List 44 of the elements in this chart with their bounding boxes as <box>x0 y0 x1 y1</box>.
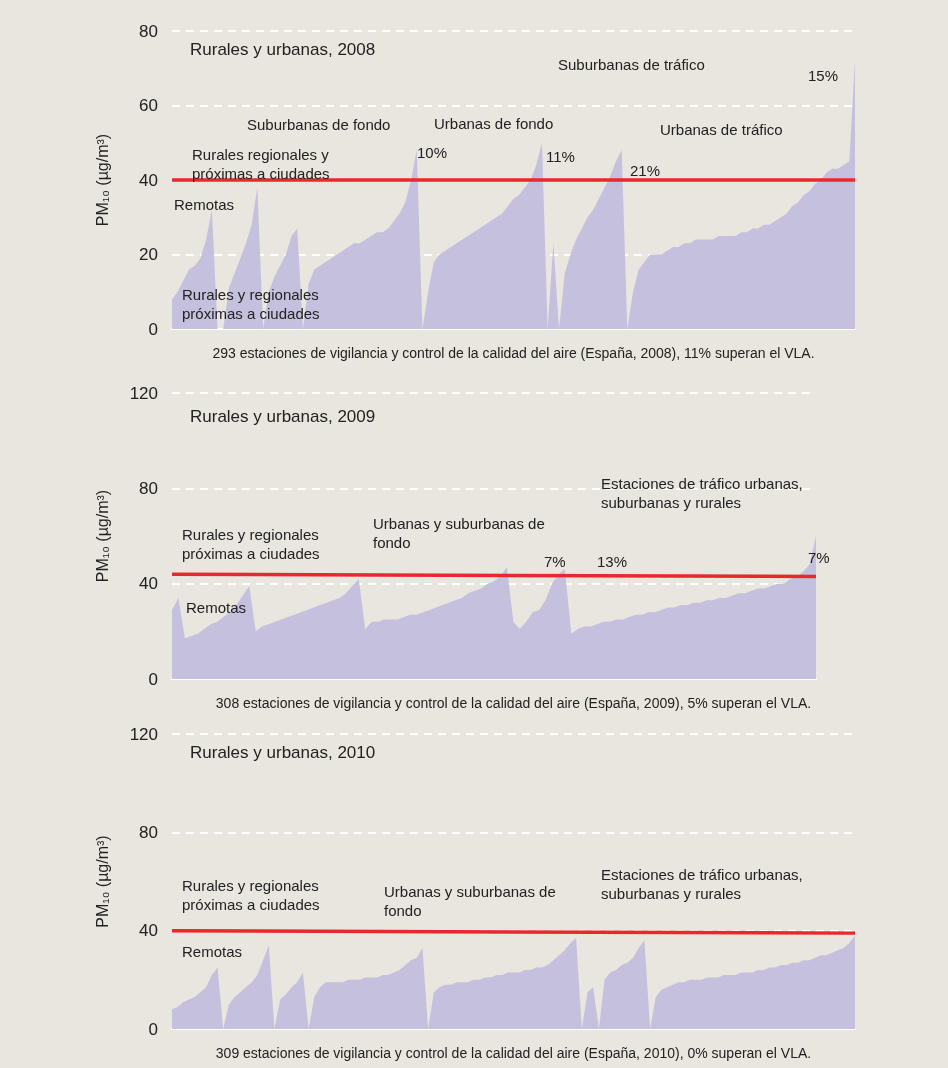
y-tick-label: 0 <box>148 319 158 339</box>
annotation: 15% <box>808 67 839 84</box>
annotation: Rurales y regionales próximas a ciudades <box>182 286 323 322</box>
y-axis-title: PM₁₀ (µg/m³) <box>93 133 111 227</box>
y-tick-label: 0 <box>148 1019 158 1039</box>
annotation: 11% <box>546 148 575 165</box>
y-tick-label: 40 <box>139 170 158 190</box>
annotation: Rurales regionales y próximas a ciudades <box>192 146 333 182</box>
annotation: Rurales y regionales próximas a ciudades <box>182 526 323 562</box>
y-axis-title: PM₁₀ (µg/m³) <box>93 835 111 928</box>
annotation: Estaciones de tráfico urbanas, suburbanas y rurales <box>601 866 807 902</box>
annotation: Rurales y regionales próximas a ciudades <box>182 877 323 913</box>
annotation: Estaciones de tráfico urbanas, suburbanas y rurales <box>601 475 807 511</box>
y-tick-label: 120 <box>129 724 158 744</box>
annotation: Remotas <box>174 196 235 213</box>
text: Rurales y urbanas, 2009 <box>190 407 376 426</box>
annotation: Remotas <box>186 599 247 616</box>
y-tick-label: 20 <box>139 245 158 264</box>
y-tick-label: 0 <box>148 669 158 689</box>
y-tick-label: 80 <box>139 21 158 41</box>
text: Rurales y urbanas, 2008 <box>190 40 376 59</box>
annotation: Suburbanas de tráfico <box>558 56 705 73</box>
x-axis-title: 309 estaciones de vigilancia y control de la calidad del aire (España, 2010), 0% superan el VLA. <box>215 1045 812 1061</box>
annotation: 7% <box>544 553 566 570</box>
y-tick-label: 80 <box>139 478 158 498</box>
x-axis-title: 293 estaciones de vigilancia y control de la calidad del aire (España, 2008), 11% superan el VLA. <box>212 345 815 361</box>
annotation: Urbanas y suburbanas de fondo <box>384 883 560 919</box>
y-tick-label: 40 <box>139 574 158 594</box>
text: Rurales y urbanas, 2010 <box>190 743 376 762</box>
x-axis-title: 308 estaciones de vigilancia y control de la calidad del aire (España, 2009), 5% superan el VLA. <box>215 695 812 711</box>
y-tick-label: 120 <box>129 383 158 403</box>
y-tick-label: 60 <box>139 96 158 115</box>
annotation: 13% <box>597 553 628 570</box>
annotation: 21% <box>630 162 661 179</box>
annotation: Urbanas y suburbanas de fondo <box>373 515 549 551</box>
y-axis-title: PM₁₀ (µg/m³) <box>93 489 111 583</box>
annotation: Remotas <box>182 943 243 960</box>
y-tick-label: 80 <box>139 822 158 842</box>
annotation: 10% <box>417 144 448 161</box>
y-tick-label: 40 <box>139 921 158 941</box>
annotation: Urbanas de tráfico <box>660 121 783 138</box>
annotation: 7% <box>808 549 830 566</box>
annotation: Urbanas de fondo <box>434 115 554 132</box>
annotation: Suburbanas de fondo <box>247 116 391 133</box>
